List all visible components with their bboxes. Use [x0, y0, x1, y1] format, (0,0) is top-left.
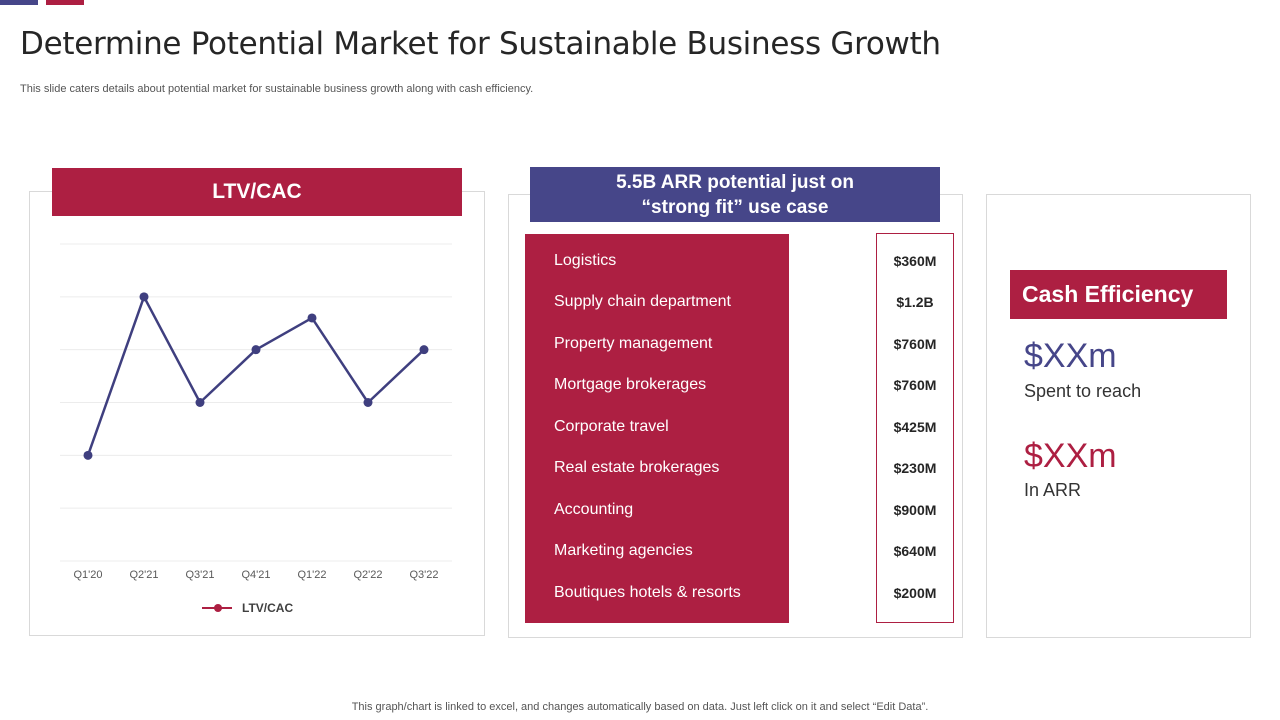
- arr-metric-caption: In ARR: [1024, 480, 1082, 500]
- use-case-item: Supply chain department: [554, 293, 731, 310]
- use-case-value: $360M: [893, 253, 937, 269]
- accent-bar-crimson: [46, 0, 84, 5]
- use-case-values: $360M $1.2B $760M $760M $425M $230M $900…: [876, 233, 954, 623]
- x-tick-label: Q2'22: [353, 569, 382, 581]
- use-case-item: Logistics: [554, 252, 617, 269]
- spent-metric-value: $XXm: [1024, 337, 1117, 375]
- use-case-item: Marketing agencies: [554, 542, 693, 559]
- use-case-value: $1.2B: [896, 294, 934, 310]
- x-tick-label: Q1'22: [297, 569, 326, 581]
- arr-potential-header: 5.5B ARR potential just on “strong fit” …: [530, 167, 940, 222]
- use-case-value: $760M: [893, 377, 937, 393]
- ltv-cac-chart[interactable]: Q1'20 Q2'21 Q3'21 Q4'21 Q1'22 Q2'22 Q3'22 LTV/C…: [40, 230, 470, 630]
- page-subtitle: This slide caters details about potentia…: [20, 83, 534, 95]
- data-point: [419, 345, 429, 355]
- legend-swatch-marker: [214, 604, 222, 612]
- footnote: This graph/chart is linked to excel, and…: [351, 701, 929, 713]
- arr-metric-value: $XXm: [1024, 437, 1117, 475]
- x-tick-label: Q4'21: [241, 569, 270, 581]
- data-point: [307, 313, 317, 323]
- use-case-item: Mortgage brokerages: [554, 376, 707, 393]
- use-case-value: $200M: [893, 585, 937, 601]
- cash-efficiency-header: Cash Efficiency: [1010, 270, 1227, 319]
- ltv-cac-panel: [29, 191, 485, 636]
- x-tick-label: Q3'22: [409, 569, 438, 581]
- use-case-item: Accounting: [554, 501, 634, 518]
- x-tick-label: Q3'21: [185, 569, 214, 581]
- use-case-value: $425M: [893, 419, 937, 435]
- use-case-list: Logistics Supply chain department Proper…: [525, 234, 789, 623]
- data-point: [363, 398, 373, 407]
- series-line-ltv-cac: [86, 295, 425, 456]
- data-point: [83, 450, 93, 460]
- arr-header-line-2: “strong fit” use case: [641, 196, 829, 218]
- data-point: [195, 398, 205, 407]
- arr-header-line-1: 5.5B ARR potential just on: [616, 171, 854, 193]
- ltv-cac-header: LTV/CAC: [52, 168, 462, 216]
- use-case-value: $230M: [893, 460, 937, 476]
- use-case-value: $640M: [893, 543, 937, 559]
- spent-metric-caption: Spent to reach: [1024, 381, 1142, 401]
- data-point: [139, 292, 149, 302]
- x-tick-label: Q1'20: [73, 569, 102, 581]
- legend-label: LTV/CAC: [242, 601, 293, 615]
- use-case-item: Real estate brokerages: [554, 459, 720, 476]
- data-point: [251, 345, 261, 355]
- x-tick-label: Q2'21: [129, 569, 158, 581]
- accent-bar-indigo: [0, 0, 38, 5]
- use-case-item: Property management: [554, 335, 713, 352]
- use-case-value: $900M: [893, 502, 937, 518]
- use-case-item: Boutiques hotels & resorts: [554, 584, 741, 601]
- cash-efficiency-panel: [986, 194, 1251, 638]
- page-title: Determine Potential Market for Sustainab…: [20, 26, 941, 62]
- use-case-item: Corporate travel: [554, 418, 669, 435]
- use-case-value: $760M: [893, 336, 937, 352]
- ltv-cac-line-chart: Q1'20 Q2'21 Q3'21 Q4'21 Q1'22 Q2'22 Q3'22 LTV/C…: [60, 243, 452, 615]
